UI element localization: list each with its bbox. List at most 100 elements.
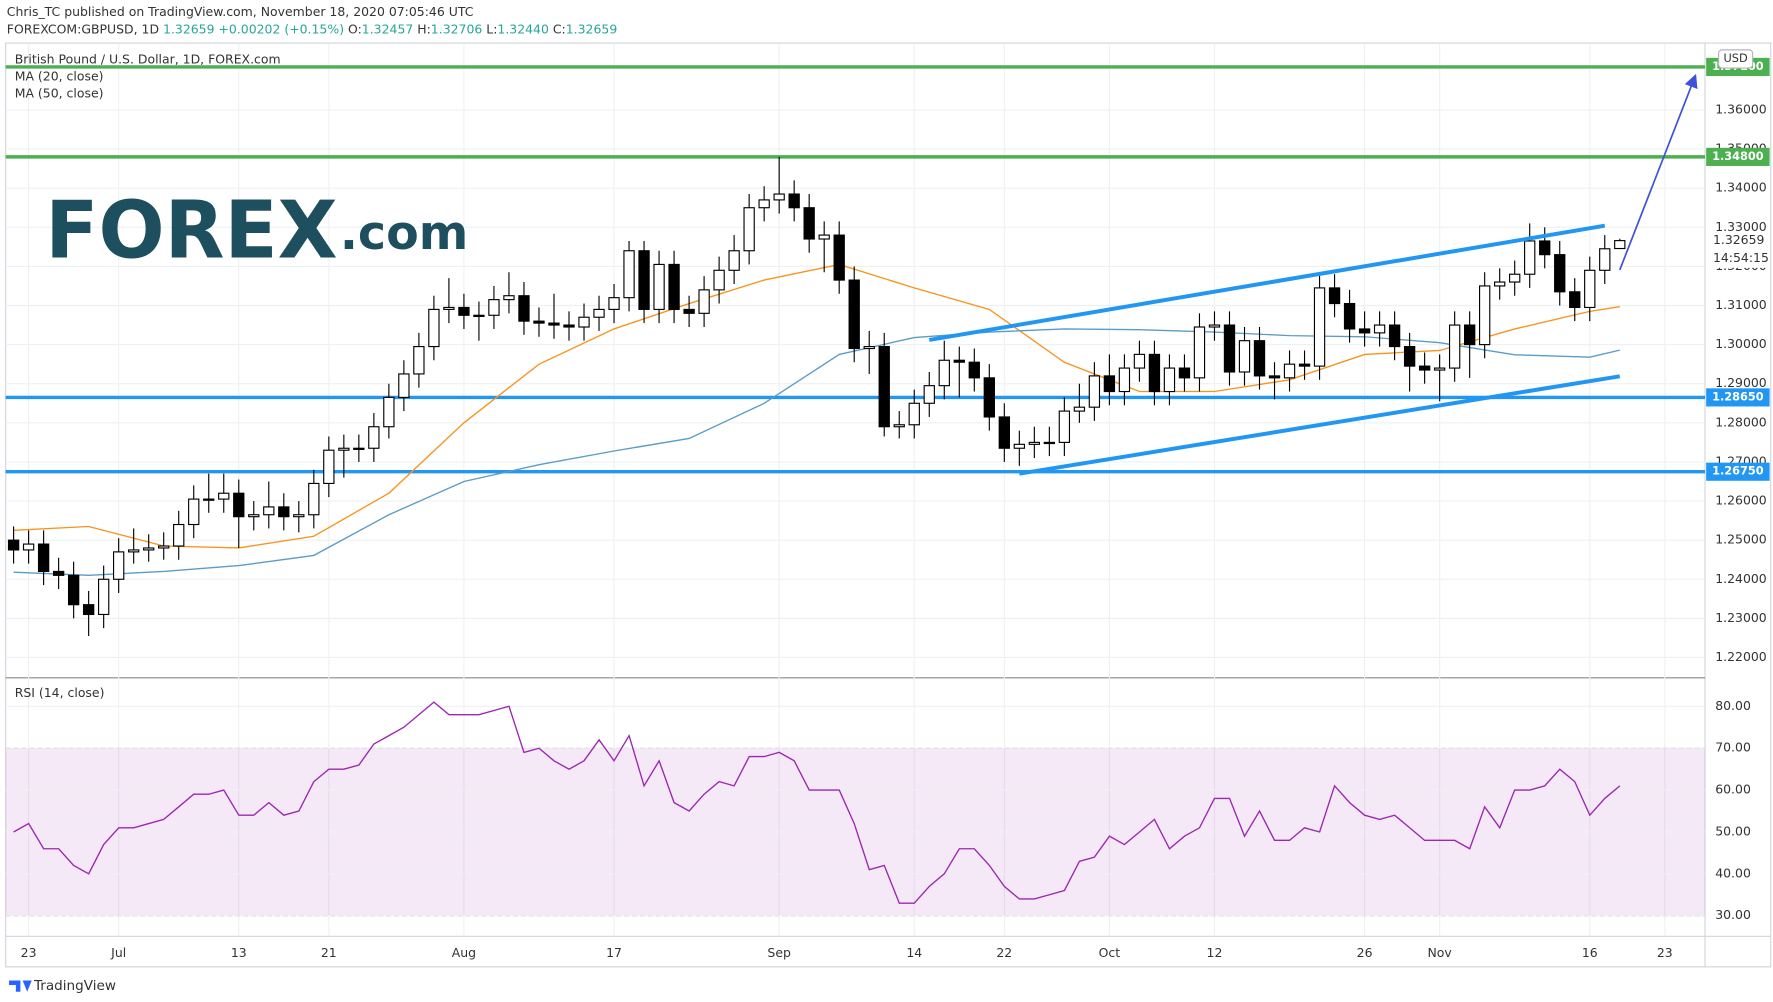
y-tick-label: 1.22000 — [1715, 649, 1767, 664]
candle-body — [67, 574, 80, 606]
candle-body — [1013, 443, 1025, 449]
candle-body — [443, 306, 455, 310]
y-tick-label: 1.33000 — [1715, 219, 1767, 234]
candle-body — [203, 498, 215, 501]
h-value: 1.32706 — [431, 21, 483, 36]
forecast-arrow — [1618, 73, 1698, 271]
y-tick-label: 1.25000 — [1715, 532, 1767, 547]
candle-body — [278, 506, 290, 518]
l-label: L: — [486, 21, 497, 36]
candle-body — [1343, 302, 1356, 330]
trendline — [928, 223, 1606, 342]
currency-box[interactable] — [1718, 49, 1754, 69]
byline: Chris_TC published on TradingView.com, N… — [7, 4, 474, 19]
level-badge-label: 1.34800 — [1712, 149, 1764, 163]
candle-body — [713, 269, 725, 291]
candle-body — [893, 424, 905, 428]
candle-body — [368, 426, 380, 449]
candle-body — [428, 308, 440, 348]
candle-body — [953, 359, 965, 363]
rsi-tick-label: 50.00 — [1715, 823, 1751, 838]
candle-body — [1253, 340, 1266, 377]
candle-body — [52, 570, 65, 576]
rsi-tick-label: 60.00 — [1715, 782, 1751, 797]
level-badge — [1706, 388, 1770, 407]
quote-line: FOREXCOM:GBPUSD, 1D 1.32659 +0.00202 (+0… — [7, 21, 618, 36]
x-tick-label: 12 — [1207, 945, 1223, 960]
x-tick-label: 14 — [906, 945, 922, 960]
candle-body — [968, 361, 980, 379]
trendline — [1019, 374, 1621, 476]
logo-suffix: .com — [340, 206, 469, 261]
candle-body — [1148, 353, 1161, 393]
y-tick-label: 1.31000 — [1715, 297, 1767, 312]
candle-body — [113, 551, 125, 580]
candle-body — [863, 345, 875, 350]
level-badge-label: 1.26750 — [1712, 464, 1764, 478]
candle-body — [1373, 324, 1386, 334]
candle-body — [1479, 285, 1491, 346]
rsi-tick-label: 80.00 — [1715, 698, 1751, 713]
candle-body — [488, 299, 500, 316]
x-tick-label: 21 — [321, 945, 337, 960]
candle-body — [413, 345, 425, 375]
candle-body — [248, 514, 260, 518]
countdown: 14:54:15 — [1713, 250, 1769, 265]
y-tick-label: 1.36000 — [1715, 101, 1767, 116]
candle-body — [22, 543, 35, 551]
candle-body — [143, 547, 155, 551]
candle-body — [128, 549, 140, 553]
candle-body — [1133, 353, 1146, 369]
candle-body — [1509, 273, 1521, 283]
candle-body — [848, 279, 860, 350]
candle-body — [353, 447, 365, 450]
candle-body — [548, 322, 560, 326]
y-tick-label: 1.34000 — [1715, 180, 1767, 195]
candle-body — [728, 250, 740, 271]
candle-body — [503, 295, 515, 301]
x-tick-label: Sep — [767, 945, 791, 960]
x-tick-label: 16 — [1582, 945, 1598, 960]
candle-body — [323, 449, 335, 485]
logo-text: FOREX — [45, 184, 337, 277]
candle-body — [97, 578, 110, 616]
level-badge — [1706, 462, 1770, 481]
candle-body — [1103, 375, 1116, 393]
symbol: FOREXCOM:GBPUSD, 1D — [7, 21, 159, 36]
candle-body — [623, 250, 635, 299]
candle-body — [82, 604, 95, 616]
o-label: O: — [348, 21, 362, 36]
candle-body — [1028, 441, 1041, 445]
last-price-label: 1.32659 — [1713, 232, 1765, 247]
candle-body — [458, 306, 470, 316]
candle-body — [758, 199, 770, 209]
candle-body — [1569, 291, 1581, 309]
currency: USD — [1724, 51, 1748, 65]
candle-body — [653, 263, 665, 310]
candle-body — [158, 545, 170, 549]
y-tick-label: 1.30000 — [1715, 336, 1767, 351]
candle-body — [923, 385, 935, 404]
candle-body — [1433, 367, 1446, 371]
x-tick-label: Aug — [452, 945, 476, 960]
candle-body — [188, 498, 200, 526]
candle-body — [1118, 367, 1131, 393]
candle-body — [338, 447, 350, 451]
candle-body — [1418, 365, 1431, 371]
candle-body — [1554, 254, 1566, 293]
x-tick-label: 26 — [1357, 945, 1373, 960]
y-tick-label: 1.29000 — [1715, 375, 1767, 390]
candle-body — [533, 320, 545, 324]
candle-body — [398, 373, 410, 398]
x-tick-label: 17 — [606, 945, 622, 960]
x-tick-label: Jul — [110, 945, 126, 960]
c-value: 1.32659 — [566, 21, 618, 36]
candle-body — [1283, 363, 1296, 379]
candle-body — [563, 324, 575, 328]
candle-body — [593, 308, 605, 318]
candle-body — [998, 416, 1010, 449]
candle-body — [578, 316, 590, 328]
candle-body — [1599, 248, 1611, 271]
